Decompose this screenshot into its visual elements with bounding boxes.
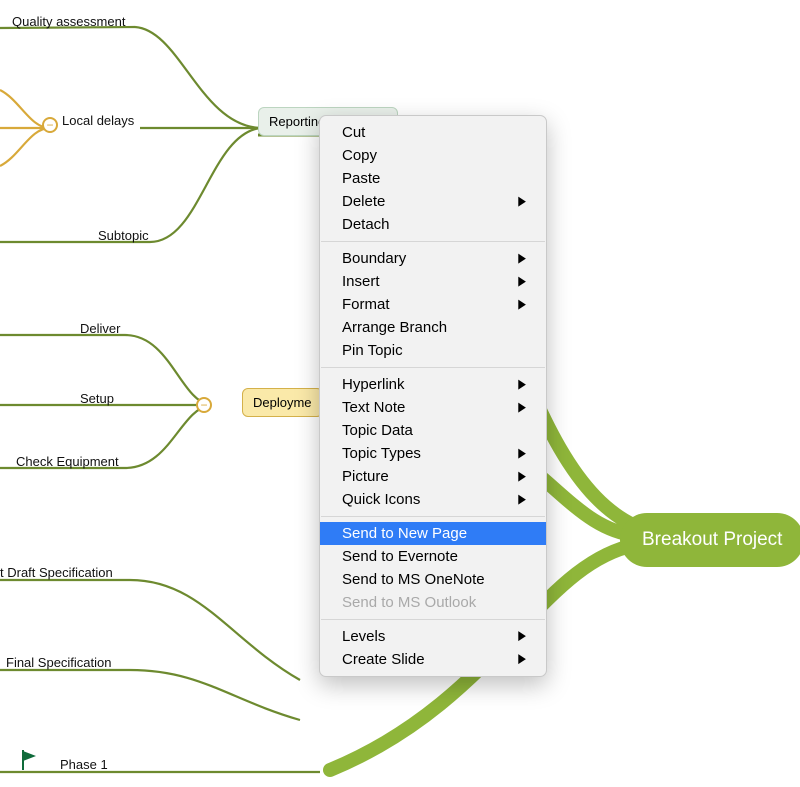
menu-separator bbox=[321, 619, 545, 620]
menu-item-label: Topic Data bbox=[342, 422, 413, 439]
leaf-local-delays[interactable]: Local delays bbox=[62, 113, 134, 128]
menu-item-label: Send to New Page bbox=[342, 525, 467, 542]
leaf-quality-assessment[interactable]: Quality assessment bbox=[12, 14, 125, 29]
menu-item-cut[interactable]: Cut bbox=[320, 121, 546, 144]
menu-item-levels[interactable]: Levels ▶ bbox=[320, 625, 546, 648]
central-topic-label: Breakout Project bbox=[642, 529, 782, 551]
menu-item-pin-topic[interactable]: Pin Topic bbox=[320, 339, 546, 362]
menu-item-label: Arrange Branch bbox=[342, 319, 447, 336]
menu-item-quick-icons[interactable]: Quick Icons ▶ bbox=[320, 488, 546, 511]
menu-separator bbox=[321, 516, 545, 517]
menu-item-copy[interactable]: Copy bbox=[320, 144, 546, 167]
submenu-arrow-icon: ▶ bbox=[518, 446, 526, 460]
menu-item-send-to-new-page[interactable]: Send to New Page bbox=[320, 522, 546, 545]
submenu-arrow-icon: ▶ bbox=[518, 629, 526, 643]
menu-item-send-to-evernote[interactable]: Send to Evernote bbox=[320, 545, 546, 568]
submenu-arrow-icon: ▶ bbox=[518, 377, 526, 391]
menu-item-topic-types[interactable]: Topic Types ▶ bbox=[320, 442, 546, 465]
submenu-arrow-icon: ▶ bbox=[518, 469, 526, 483]
submenu-arrow-icon: ▶ bbox=[518, 297, 526, 311]
menu-item-create-slide[interactable]: Create Slide ▶ bbox=[320, 648, 546, 671]
topic-reporting-label: Reporting bbox=[269, 114, 325, 129]
menu-item-label: Paste bbox=[342, 170, 380, 187]
menu-item-label: Create Slide bbox=[342, 651, 425, 668]
menu-item-label: Picture bbox=[342, 468, 389, 485]
menu-item-label: Text Note bbox=[342, 399, 405, 416]
submenu-arrow-icon: ▶ bbox=[518, 274, 526, 288]
submenu-arrow-icon: ▶ bbox=[518, 492, 526, 506]
topic-deployment[interactable]: Deployme bbox=[242, 388, 323, 417]
menu-item-paste[interactable]: Paste bbox=[320, 167, 546, 190]
leaf-deliver[interactable]: Deliver bbox=[80, 321, 120, 336]
menu-item-label: Detach bbox=[342, 216, 390, 233]
menu-item-label: Boundary bbox=[342, 250, 406, 267]
collapse-toggle-local[interactable]: − bbox=[42, 117, 58, 133]
menu-item-delete[interactable]: Delete ▶ bbox=[320, 190, 546, 213]
flag-icon bbox=[20, 748, 40, 772]
menu-item-label: Pin Topic bbox=[342, 342, 403, 359]
menu-item-insert[interactable]: Insert ▶ bbox=[320, 270, 546, 293]
menu-item-label: Topic Types bbox=[342, 445, 421, 462]
menu-item-label: Send to MS OneNote bbox=[342, 571, 485, 588]
menu-item-label: Format bbox=[342, 296, 390, 313]
context-menu: CutCopyPasteDelete▶DetachBoundary▶Insert… bbox=[319, 115, 547, 677]
central-topic[interactable]: Breakout Project bbox=[620, 513, 800, 567]
menu-item-topic-data[interactable]: Topic Data bbox=[320, 419, 546, 442]
submenu-arrow-icon: ▶ bbox=[518, 194, 526, 208]
topic-deployment-label: Deployme bbox=[253, 395, 312, 410]
leaf-final-specification[interactable]: Final Specification bbox=[6, 655, 112, 670]
submenu-arrow-icon: ▶ bbox=[518, 652, 526, 666]
menu-item-label: Delete bbox=[342, 193, 385, 210]
menu-item-text-note[interactable]: Text Note ▶ bbox=[320, 396, 546, 419]
menu-item-boundary[interactable]: Boundary ▶ bbox=[320, 247, 546, 270]
menu-item-label: Send to Evernote bbox=[342, 548, 458, 565]
collapse-toggle-deployment[interactable]: − bbox=[196, 397, 212, 413]
leaf-subtopic[interactable]: Subtopic bbox=[98, 228, 149, 243]
menu-item-label: Hyperlink bbox=[342, 376, 405, 393]
leaf-phase-1[interactable]: Phase 1 bbox=[60, 757, 108, 772]
leaf-check-equipment[interactable]: Check Equipment bbox=[16, 454, 119, 469]
menu-item-label: Quick Icons bbox=[342, 491, 420, 508]
menu-item-detach[interactable]: Detach bbox=[320, 213, 546, 236]
menu-item-label: Insert bbox=[342, 273, 380, 290]
menu-separator bbox=[321, 241, 545, 242]
menu-item-picture[interactable]: Picture ▶ bbox=[320, 465, 546, 488]
leaf-setup[interactable]: Setup bbox=[80, 391, 114, 406]
menu-item-arrange-branch[interactable]: Arrange Branch bbox=[320, 316, 546, 339]
menu-item-label: Send to MS Outlook bbox=[342, 594, 476, 611]
leaf-draft-specification[interactable]: t Draft Specification bbox=[0, 565, 113, 580]
menu-item-send-to-ms-onenote[interactable]: Send to MS OneNote bbox=[320, 568, 546, 591]
menu-item-send-to-ms-outlook: Send to MS Outlook bbox=[320, 591, 546, 614]
menu-item-label: Cut bbox=[342, 124, 365, 141]
menu-item-label: Levels bbox=[342, 628, 385, 645]
submenu-arrow-icon: ▶ bbox=[518, 251, 526, 265]
submenu-arrow-icon: ▶ bbox=[518, 400, 526, 414]
menu-item-label: Copy bbox=[342, 147, 377, 164]
menu-item-hyperlink[interactable]: Hyperlink ▶ bbox=[320, 373, 546, 396]
menu-item-format[interactable]: Format ▶ bbox=[320, 293, 546, 316]
menu-separator bbox=[321, 367, 545, 368]
